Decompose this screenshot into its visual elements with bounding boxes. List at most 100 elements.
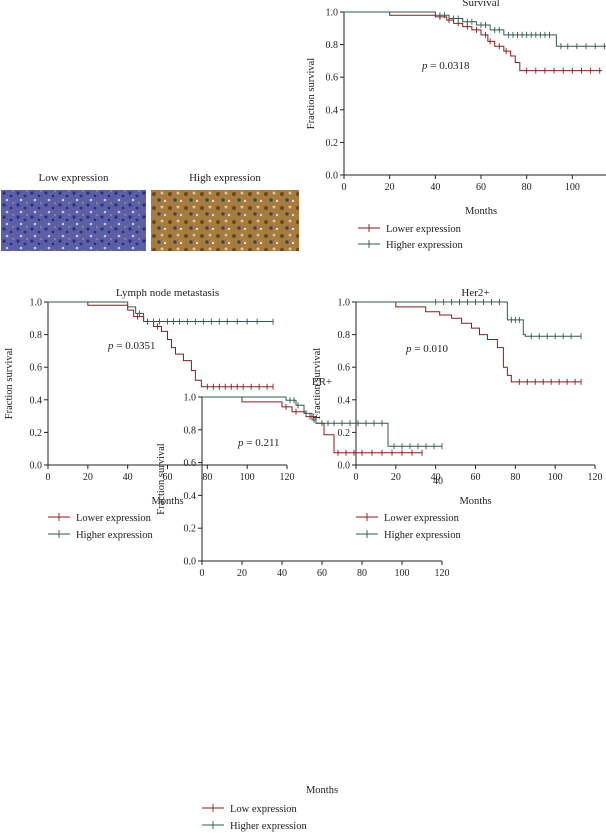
y-tick-label: 0.8 <box>326 40 339 51</box>
series-line-higher <box>202 396 442 447</box>
chart-survival-svg: 0.00.20.40.60.81.0020406080100120Surviva… <box>306 0 606 251</box>
y-tick-label: 0.2 <box>30 428 43 439</box>
x-tick-label: 60 <box>471 472 481 483</box>
p-value: = 0.211 <box>244 437 280 449</box>
p-symbol: p <box>421 60 428 72</box>
x-tick-label: 0 <box>200 568 205 579</box>
x-tick-label: 60 <box>163 472 173 483</box>
x-tick-label: 120 <box>435 568 450 579</box>
p-value-annotation: p = 0.0318 <box>421 60 470 72</box>
y-tick-label: 0.2 <box>338 428 351 439</box>
y-tick-label: 0.8 <box>184 425 197 436</box>
y-tick-label: 0.4 <box>326 105 339 116</box>
chart-er: 0.0 0.2 0.4 0.6 0.8 1.0 0 20 40 60 80 100 120 ER+ Mont… <box>150 365 456 835</box>
y-tick-label: 0.0 <box>30 461 43 472</box>
series-line-higher <box>356 301 582 337</box>
x-tick-label: 80 <box>357 568 367 579</box>
ihc-low-image <box>1 190 146 251</box>
x-tick-label: 80 <box>510 472 520 483</box>
series-line-higher <box>344 11 606 47</box>
p-symbol: p <box>405 343 412 355</box>
p-value-annotation: p = 0.0351 <box>107 340 155 352</box>
x-tick-label: 20 <box>237 568 247 579</box>
legend-label: Higher expression <box>384 530 461 541</box>
y-tick-label: 1.0 <box>338 298 351 309</box>
p-symbol: p <box>237 437 244 449</box>
y-tick-label: 0.6 <box>184 458 197 469</box>
ihc-low-label: Low expression <box>38 172 109 184</box>
y-tick-label: 0.0 <box>338 461 351 472</box>
y-tick-label: 0.0 <box>326 171 339 182</box>
legend-label: Higher expression <box>230 821 307 832</box>
series-line-higher <box>48 301 274 323</box>
x-tick-label: 100 <box>548 472 563 483</box>
ihc-low-panel: Low expression <box>1 172 146 257</box>
y-tick-label: 1.0 <box>326 8 339 19</box>
y-axis-label: Fraction survival <box>312 348 323 420</box>
x-tick-label: 40 <box>277 568 287 579</box>
y-tick-label: 0.2 <box>184 524 197 535</box>
x-axis-label: Months <box>465 206 497 217</box>
legend-label: Lower expression <box>76 513 152 524</box>
y-tick-label: 1.0 <box>30 298 43 309</box>
y-tick-label: 0.2 <box>326 138 339 149</box>
chart-title: Lymph node metastasis <box>116 287 219 299</box>
ihc-high-image <box>151 190 299 251</box>
chart-er-svg: 0.0 0.2 0.4 0.6 0.8 1.0 0 20 40 60 80 100 120 ER+ Mont… <box>156 376 450 832</box>
y-tick-label: 0.6 <box>338 363 351 374</box>
y-tick-label: 0.0 <box>184 557 197 568</box>
x-tick-label: 100 <box>395 568 410 579</box>
p-symbol: p <box>107 340 114 352</box>
x-tick-label: 40 <box>123 472 133 483</box>
y-axis-label: Fraction survival <box>156 443 167 515</box>
chart-title: Survival <box>462 0 499 9</box>
x-tick-label: 20 <box>385 182 395 193</box>
y-tick-label: 1.0 <box>184 393 197 404</box>
x-tick-label: 120 <box>280 472 295 483</box>
x-tick-label: 80 <box>522 182 532 193</box>
x-tick-label: 40 <box>430 182 440 193</box>
legend-label: Lower expression <box>386 224 462 235</box>
y-tick-label: 0.6 <box>326 73 339 84</box>
ihc-high-panel: High expression <box>151 172 299 257</box>
extra-label: 40 <box>433 476 443 487</box>
x-tick-label: 0 <box>354 472 359 483</box>
x-tick-label: 60 <box>317 568 327 579</box>
x-tick-label: 60 <box>476 182 486 193</box>
y-tick-label: 0.8 <box>338 330 351 341</box>
chart-title: Her2+ <box>461 287 489 299</box>
x-axis-label: Months <box>151 496 183 507</box>
ihc-high-label: High expression <box>189 172 261 184</box>
chart-her2: 0.0 0.2 0.4 0.6 0.8 1.0 0 20 40 60 80 100 120 Her2+ Mo… <box>306 283 606 553</box>
p-value: = 0.0318 <box>428 60 470 72</box>
x-axis-label: Months <box>459 496 491 507</box>
y-axis-label: Fraction survival <box>4 348 15 420</box>
series-line-lower <box>202 396 422 454</box>
series-line-lower <box>356 301 582 383</box>
chart-title: ER+ <box>312 376 332 388</box>
x-axis-label: Months <box>306 785 338 796</box>
y-tick-label: 0.4 <box>338 395 351 406</box>
chart-her2-svg: 0.0 0.2 0.4 0.6 0.8 1.0 0 20 40 60 80 100 120 Her2+ Mo… <box>312 287 603 541</box>
legend-label: Higher expression <box>386 240 463 251</box>
legend-label: Low expression <box>230 804 298 815</box>
y-tick-label: 0.6 <box>30 363 43 374</box>
chart-survival: 0.00.20.40.60.81.0020406080100120Surviva… <box>300 0 606 251</box>
y-tick-label: 0.4 <box>30 395 43 406</box>
p-value-annotation: p = 0.211 <box>237 437 280 449</box>
legend-label: Lower expression <box>384 513 460 524</box>
legend-label: Higher expression <box>76 530 153 541</box>
p-value: = 0.0351 <box>114 340 156 352</box>
y-tick-label: 0.8 <box>30 330 43 341</box>
x-tick-label: 120 <box>588 472 603 483</box>
y-tick-label: 0.4 <box>184 491 197 502</box>
x-tick-label: 20 <box>83 472 93 483</box>
y-axis-label: Fraction survival <box>306 58 317 130</box>
p-value-annotation: p = 0.010 <box>405 343 448 355</box>
series-line-lower <box>344 11 603 72</box>
chart-lymph-node-svg: 0.0 0.2 0.4 0.6 0.8 1.0 0 20 40 60 80 100 120 Lymph n… <box>4 287 295 541</box>
x-tick-label: 100 <box>240 472 255 483</box>
x-tick-label: 80 <box>202 472 212 483</box>
p-value: = 0.010 <box>412 343 449 355</box>
x-tick-label: 20 <box>391 472 401 483</box>
